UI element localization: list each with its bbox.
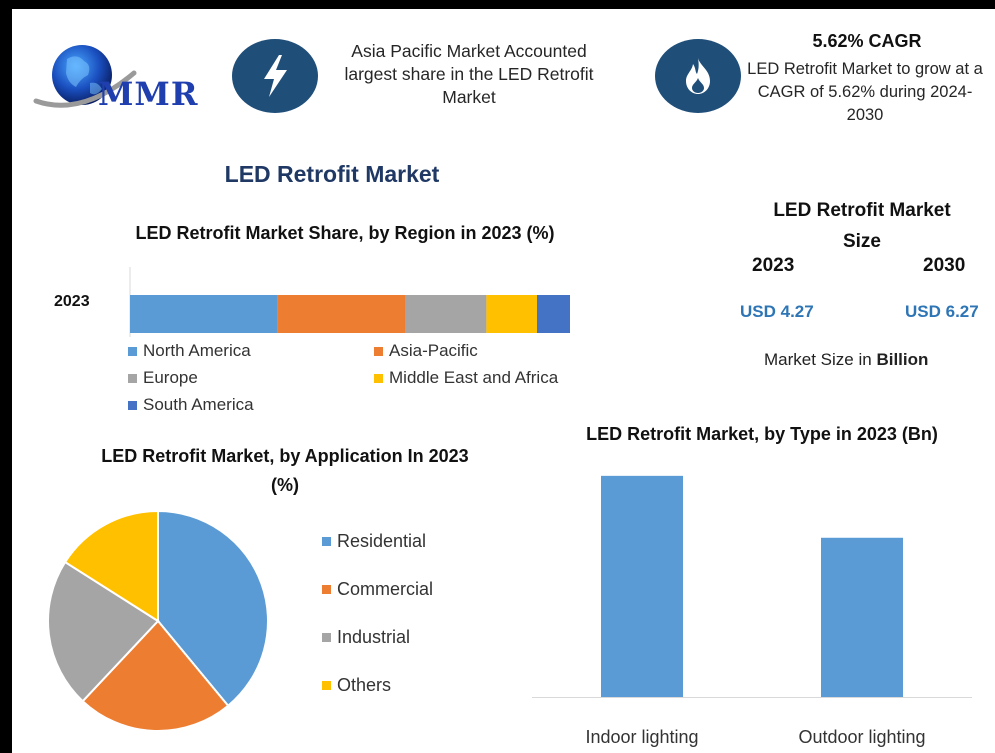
legend-swatch [374, 346, 383, 356]
pie-slice-industrial [47, 560, 160, 703]
region-chart-title: LED Retrofit Market Share, by Region in … [135, 223, 555, 243]
region-stacked-bar-chart [129, 267, 570, 337]
mmr-logo [22, 39, 222, 119]
market-size-note-unit: Billion [876, 350, 929, 369]
market-size-value-2030: USD 6.27 [905, 302, 979, 321]
legend-swatch [374, 373, 383, 383]
application-legend: Residential Commercial Industrial Others [322, 530, 522, 730]
market-size-year-2030: 2030 [923, 255, 966, 276]
legend-item-industrial: Industrial [322, 626, 410, 648]
pie-slice-others [63, 509, 159, 623]
bar-segment-north-america [130, 295, 278, 333]
legend-swatch [322, 536, 331, 546]
market-size-note-prefix: Market Size in [764, 350, 877, 369]
bar-segment-europe [405, 295, 487, 333]
type-category-label-outdoor-lighting: Outdoor lighting [798, 727, 925, 747]
type-chart-title: LED Retrofit Market, by Type in 2023 (Bn… [586, 424, 938, 444]
highlight-1-text: Asia Pacific Market Accounted largest sh… [344, 41, 594, 107]
legend-label: Others [337, 674, 392, 695]
legend-item-middle-east-and-africa: Middle East and Africa [374, 367, 558, 389]
pie-slice-commercial [81, 619, 230, 732]
highlight-2-text: LED Retrofit Market to grow at a CAGR of… [747, 60, 983, 124]
logo-text: MMR [98, 75, 199, 113]
legend-swatch [322, 680, 331, 690]
legend-swatch [322, 584, 331, 594]
region-chart-category-label: 2023 [54, 293, 90, 310]
region-legend: North America Asia-Pacific Europe Middle Ea… [128, 340, 608, 420]
main-title: LED Retrofit Market [224, 161, 440, 187]
application-pie-chart [47, 509, 269, 732]
legend-item-asia-pacific: Asia-Pacific [374, 340, 478, 362]
legend-label: North America [143, 341, 251, 360]
lightning-bolt-icon [264, 55, 287, 97]
legend-swatch [128, 346, 137, 356]
pie-slice-residential [157, 509, 269, 708]
infographic-panel: MMR Asia Pacific Market Accounted larges… [12, 9, 995, 753]
highlight-2-title: 5.62% CAGR [812, 31, 922, 51]
type-bar-chart: Indoor lighting Outdoor lighting [532, 475, 972, 747]
legend-label: Residential [337, 530, 427, 551]
market-size-year-2023: 2023 [752, 255, 795, 276]
flame-icon [686, 58, 710, 94]
market-size-title: LED Retrofit Market Size [773, 200, 951, 252]
legend-label: South America [143, 395, 254, 414]
type-bar-indoor-lighting [601, 475, 683, 697]
legend-swatch [322, 632, 331, 642]
legend-label: Middle East and Africa [389, 368, 559, 387]
legend-item-europe: Europe [128, 367, 198, 389]
legend-item-commercial: Commercial [322, 578, 433, 600]
bar-segment-asia-pacific [277, 295, 405, 333]
market-size-value-2023: USD 4.27 [740, 302, 814, 321]
type-bar-outdoor-lighting [821, 537, 903, 697]
globe-icon [33, 45, 137, 108]
legend-item-north-america: North America [128, 340, 251, 362]
bar-segment-south-america [537, 295, 570, 333]
highlight-2-icon-circle [655, 39, 741, 113]
legend-swatch [128, 373, 137, 383]
highlight-1-icon-circle [232, 39, 318, 113]
legend-label: Commercial [337, 578, 434, 599]
market-size-note: Market Size in Billion [764, 350, 928, 370]
legend-label: Europe [143, 368, 198, 387]
legend-label: Asia-Pacific [389, 341, 478, 360]
legend-swatch [128, 400, 137, 410]
type-category-label-indoor-lighting: Indoor lighting [585, 727, 698, 747]
application-chart-title: LED Retrofit Market, by Application In 2… [101, 446, 469, 495]
legend-item-others: Others [322, 674, 391, 696]
legend-label: Industrial [337, 626, 411, 647]
legend-item-residential: Residential [322, 530, 426, 552]
bar-segment-middle-east-and-africa [486, 295, 537, 333]
legend-item-south-america: South America [128, 394, 254, 416]
